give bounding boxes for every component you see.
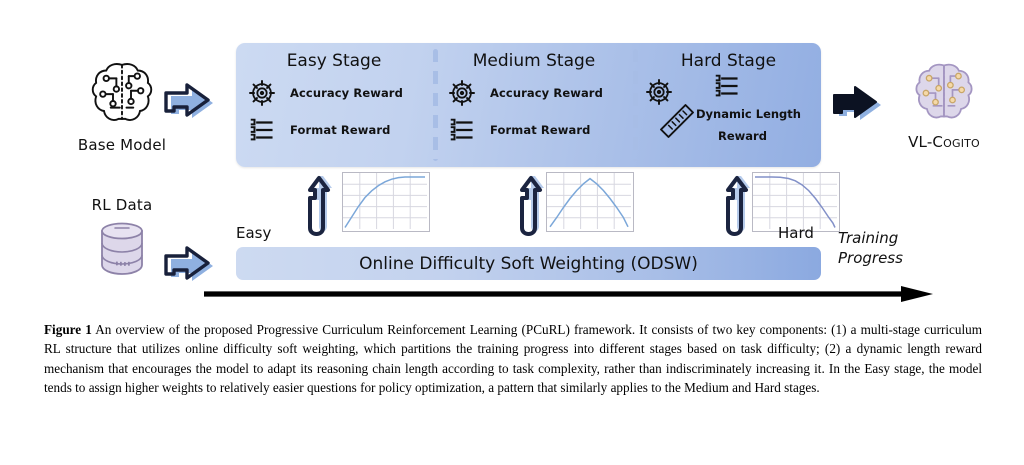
stage-title: Medium Stage: [472, 51, 596, 71]
format-list-icon: [242, 115, 282, 145]
figure-diagram: Base Model RL Data: [52, 43, 1004, 303]
node-base-model: Base Model: [52, 57, 192, 154]
reward-accuracy: Accuracy Reward: [436, 78, 632, 108]
figure-caption: Figure 1 An overview of the proposed Pro…: [44, 320, 982, 398]
stages-panel: Easy Stage: [236, 43, 821, 167]
arrow-rl-data-to-odsw: [158, 243, 216, 283]
chart-hard-weight-curve: [752, 172, 840, 232]
training-progress-line2: Progress: [838, 249, 903, 267]
target-icon: [644, 77, 674, 112]
stage-separator: [633, 49, 638, 161]
reward-label-line2: Reward: [718, 129, 767, 143]
reward-label-line1: Dynamic Length: [696, 107, 801, 121]
caption-label: Figure 1: [44, 322, 92, 337]
weighting-uparrow-easy: [304, 172, 334, 244]
curve-hard: [755, 176, 836, 228]
training-progress-line1: Training: [838, 229, 899, 247]
format-list-icon: [442, 115, 482, 145]
training-progress-label: Training Progress: [838, 228, 958, 268]
reward-format: Format Reward: [436, 115, 632, 145]
database-cylinder-icon: [101, 222, 143, 275]
arrow-stages-to-vl-cogito: [826, 82, 884, 122]
weighting-uparrow-hard: [722, 172, 752, 244]
stage-medium: Medium Stage: [436, 43, 632, 167]
format-list-icon: [712, 71, 742, 106]
node-label-main: VL-C: [908, 133, 944, 151]
node-label-smallcaps: OGITO: [943, 137, 980, 150]
reward-accuracy: Accuracy Reward: [236, 78, 432, 108]
curve-medium: [549, 177, 629, 228]
target-icon: [242, 78, 282, 108]
target-icon: [442, 78, 482, 108]
chart-medium-weight-curve: [546, 172, 634, 232]
reward-label: Format Reward: [290, 123, 391, 137]
ruler-icon: [656, 101, 698, 148]
arrow-base-model-to-stages: [158, 80, 216, 120]
brain-circuit-icon: [91, 63, 153, 121]
odsw-bar: Online Difficulty Soft Weighting (ODSW): [236, 247, 821, 280]
brain-circuit-icon: [915, 63, 973, 119]
stage-title: Hard Stage: [680, 51, 777, 71]
node-label: Base Model: [77, 136, 167, 154]
chart-easy-weight-curve: [342, 172, 430, 232]
caption-text: An overview of the proposed Progressive …: [44, 322, 982, 396]
reward-label: Accuracy Reward: [290, 86, 403, 100]
long-right-arrow-icon: [204, 285, 934, 303]
reward-label: Accuracy Reward: [490, 86, 603, 100]
tick-label-easy: Easy: [236, 224, 272, 242]
stage-hard: Hard Stage: [636, 43, 821, 167]
odsw-label: Online Difficulty Soft Weighting (ODSW): [359, 253, 698, 274]
stage-title: Easy Stage: [286, 51, 382, 71]
node-label: VL-COGITO: [884, 133, 1004, 151]
node-label: RL Data: [91, 196, 153, 214]
curve-easy: [344, 176, 425, 228]
weighting-uparrow-medium: [516, 172, 546, 244]
node-rl-data: RL Data: [52, 196, 192, 284]
stage-easy: Easy Stage: [236, 43, 432, 167]
node-vl-cogito: VL-COGITO: [884, 58, 1004, 151]
reward-label: Format Reward: [490, 123, 591, 137]
reward-format: Format Reward: [236, 115, 432, 145]
tick-label-hard: Hard: [778, 224, 814, 242]
stage-separator: [433, 49, 438, 161]
stage-hard-body: Dynamic Length Reward: [636, 71, 821, 163]
